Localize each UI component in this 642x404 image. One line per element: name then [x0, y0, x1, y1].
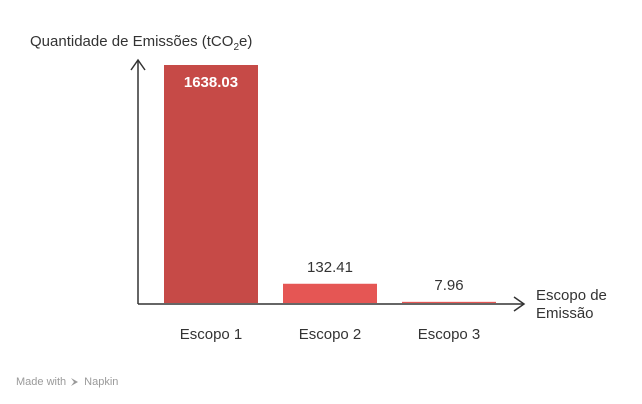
x-tick-label-2: Escopo 2 [299, 326, 362, 343]
bar-2 [283, 283, 377, 303]
watermark-brand: Napkin [84, 376, 119, 388]
x-axis-label-line2: Emissão [536, 305, 594, 322]
watermark-made-with: Made with [16, 376, 67, 388]
x-tick-label-3: Escopo 3 [418, 326, 481, 343]
bars-layer [164, 65, 496, 303]
x-axis-label-line1: Escopo de [536, 287, 607, 304]
y-axis-label-subscript: 2 [233, 42, 239, 53]
x-axis-arrow [513, 296, 526, 312]
napkin-logo-icon [71, 378, 79, 386]
bar-1 [164, 65, 258, 303]
data-label-2: 132.41 [307, 259, 353, 276]
data-label-3: 7.96 [434, 277, 463, 294]
y-axis-label: Quantidade de Emissões (tCO2e) [30, 33, 252, 53]
y-axis-label-main: Quantidade de Emissões (tCO [30, 33, 233, 50]
y-axis-arrow [130, 58, 146, 71]
labels-layer: 1638.03 Escopo 1 132.41 Escopo 2 7.96 Escopo … [180, 74, 481, 343]
watermark: Made with Napkin [16, 376, 118, 388]
bar-3 [402, 301, 496, 303]
y-axis-label-end: e) [239, 33, 252, 50]
data-label-1: 1638.03 [184, 74, 238, 91]
x-tick-label-1: Escopo 1 [180, 326, 243, 343]
